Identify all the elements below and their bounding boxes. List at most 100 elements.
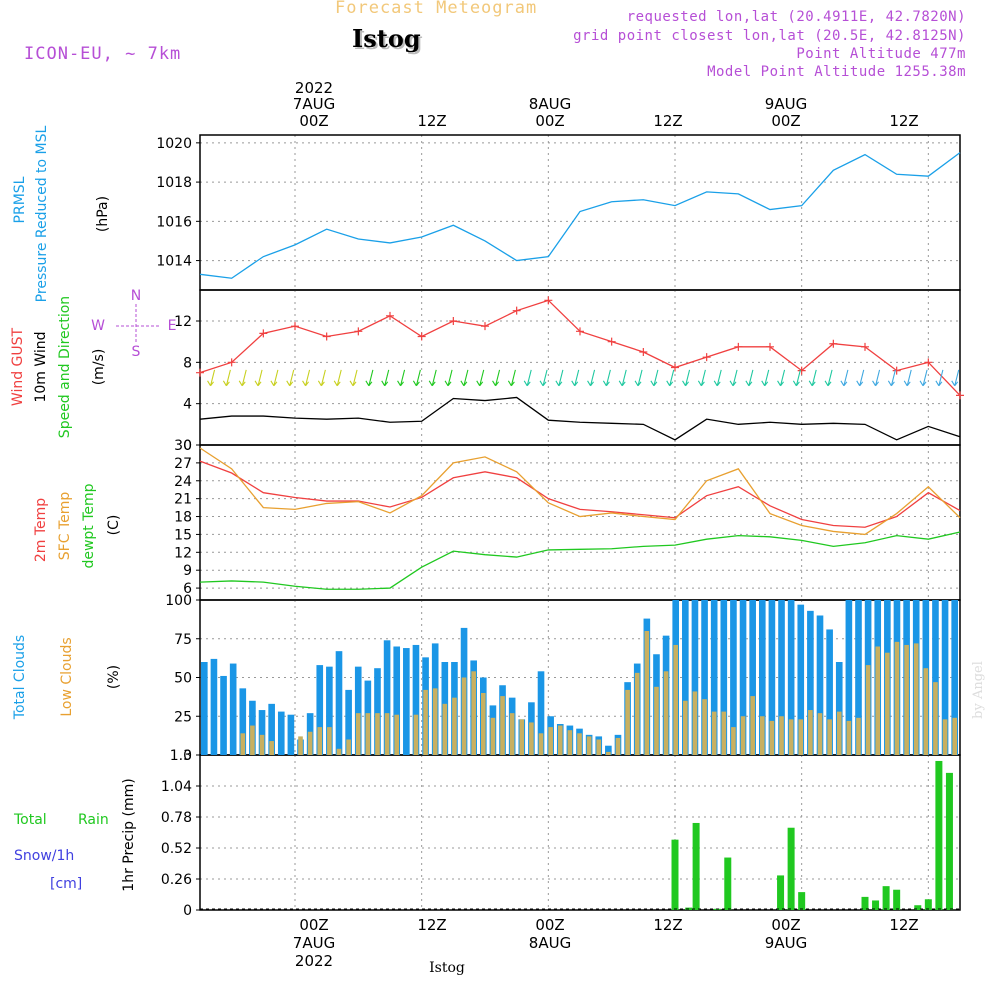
low-cloud-bar	[567, 730, 573, 755]
precip-bar	[935, 760, 943, 910]
low-cloud-bar	[808, 710, 813, 755]
precip-bar	[872, 900, 880, 910]
bottom-day2-label: 8AUG	[529, 934, 571, 952]
low-cloud-bar	[913, 643, 919, 755]
gust-marker	[576, 327, 584, 336]
y-tick-label: 1020	[156, 136, 192, 152]
pressure-unit-label: (hPa)	[95, 196, 111, 232]
y-tick-label: 9	[183, 563, 192, 579]
wind-arrow	[476, 369, 485, 387]
y-tick-label: 0.78	[161, 810, 192, 826]
low-cloud-bar	[673, 644, 679, 755]
top-00z-label-3: 00Z	[771, 112, 800, 130]
low-cloud-bar	[413, 714, 419, 755]
panel-frame	[199, 444, 961, 601]
low-cloud-bar	[856, 717, 861, 755]
low-cloud-bar	[259, 734, 265, 755]
wind-speed-dir-label: Speed and Direction	[57, 296, 73, 438]
watermark: by Angel	[971, 661, 986, 719]
series-line	[199, 531, 961, 590]
total-cloud-bar	[345, 689, 352, 755]
low-cloud-bar	[740, 716, 746, 755]
low-cloud-bar	[798, 719, 804, 755]
prmsl-label: PRMSL	[12, 176, 28, 223]
snow-unit-label: [cm]	[50, 876, 82, 892]
wind-arrow	[539, 369, 548, 387]
precip-bar	[893, 889, 901, 910]
y-tick-label: 27	[174, 456, 192, 472]
total-cloud-bar	[537, 671, 545, 755]
low-cloud-bar	[586, 736, 592, 755]
y-tick-label: 1014	[156, 254, 192, 270]
total-cloud-bar	[816, 615, 824, 755]
y-tick-label: 15	[174, 527, 192, 543]
bottom-00z-label-2: 00Z	[535, 916, 564, 934]
precip-bar	[692, 822, 700, 910]
low-cloud-bar	[365, 713, 371, 755]
total-cloud-bar	[932, 600, 939, 755]
low-cloud-bar	[875, 646, 881, 755]
wind-unit-label: (m/s)	[91, 349, 107, 386]
low-cloud-bar	[865, 665, 871, 755]
wind-arrow	[507, 369, 516, 387]
grid-point-coords: grid point closest lon,lat (20.5E, 42.81…	[573, 28, 966, 44]
low-cloud-bar	[375, 713, 380, 755]
point-altitude: Point Altitude 477m	[796, 46, 966, 62]
precip-bar	[945, 772, 953, 910]
wind-arrow	[650, 369, 659, 387]
series-line	[199, 447, 961, 536]
series-line	[199, 460, 961, 528]
low-cloud-bar	[894, 641, 900, 755]
low-cloud-bar	[307, 731, 313, 755]
place-title: Istog	[352, 24, 421, 53]
bottom-day3-label: 9AUG	[765, 934, 807, 952]
dewpt-label: dewpt Temp	[81, 483, 97, 568]
wind-arrow	[745, 369, 754, 387]
temp2m-label: 2m Temp	[33, 498, 49, 562]
y-tick-label: 21	[174, 492, 192, 508]
gust-marker	[924, 358, 933, 367]
low-cloud-bar	[336, 748, 342, 755]
wind-arrow	[808, 369, 817, 387]
low-cloud-bar	[509, 713, 515, 755]
low-cloud-bar	[577, 733, 582, 755]
bottom-12z-label-2: 12Z	[653, 916, 682, 934]
low-cloud-bar	[750, 696, 755, 755]
total-cloud-bar	[374, 668, 381, 755]
precip-bar	[914, 905, 922, 910]
total-cloud-bar	[768, 600, 776, 755]
gust-marker	[227, 358, 236, 367]
total-cloud-bar	[605, 745, 612, 755]
total-cloud-bar	[326, 666, 333, 755]
y-tick-label: 12	[174, 314, 192, 330]
low-cloud-bar	[394, 714, 400, 755]
low-cloud-bar	[327, 727, 332, 755]
low-cloud-bar	[846, 720, 852, 755]
wind-arrow	[761, 369, 770, 387]
total-cloud-bar	[277, 711, 285, 755]
wind-arrow	[777, 369, 786, 387]
y-tick-label: 1018	[156, 175, 192, 191]
top-day2-label: 8AUG	[529, 95, 571, 113]
low-cloud-bar	[654, 686, 659, 755]
top-00z-label-1: 00Z	[299, 112, 328, 130]
total-cloud-bar	[335, 651, 343, 755]
precip-bar	[882, 886, 890, 910]
total-clouds-label: Total Clouds	[12, 635, 28, 720]
total-cloud-bar	[787, 600, 795, 755]
wind-arrow	[618, 369, 627, 387]
top-12z-label-2: 12Z	[653, 112, 682, 130]
wind-arrow	[238, 369, 247, 387]
low-cloud-bar	[384, 713, 390, 755]
requested-coords: requested lon,lat (20.4911E, 42.7820N)	[626, 9, 966, 25]
low-cloud-bar	[942, 719, 948, 755]
y-tick-label: 1016	[156, 214, 192, 230]
y-tick-label: 6	[183, 581, 192, 597]
compass-e-label: E	[168, 318, 177, 334]
low-cloud-bar	[904, 644, 909, 755]
precip-bar	[798, 892, 806, 910]
total-cloud-bar	[682, 600, 689, 755]
wind-arrow	[587, 369, 596, 387]
y-tick-label: 4	[183, 397, 192, 413]
